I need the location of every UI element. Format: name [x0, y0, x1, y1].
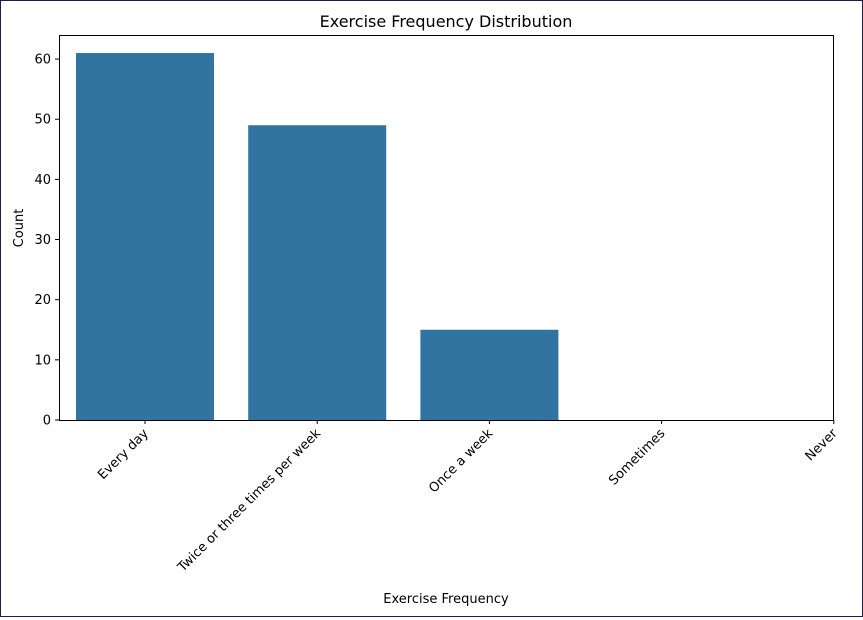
- y-tick-label-5: 50: [34, 113, 51, 128]
- y-tick-label-6: 60: [34, 53, 51, 68]
- bar-1: [248, 125, 387, 420]
- x-tick-label-0: Every day: [95, 426, 152, 483]
- plot-frame: [59, 35, 834, 421]
- y-tick-label-1: 10: [34, 353, 51, 368]
- y-tick-label-0: 0: [43, 414, 51, 429]
- x-tick-label-3: Sometimes: [606, 426, 668, 488]
- x-tick-label-2: Once a week: [426, 426, 496, 496]
- chart-title: Exercise Frequency Distribution: [320, 12, 573, 31]
- y-axis: 0 10 20 30 40 50 60: [34, 53, 59, 429]
- y-axis-label: Count: [12, 209, 27, 248]
- bar-2: [420, 329, 559, 420]
- x-tick-label-1: Twice or three times per week: [175, 426, 325, 576]
- y-tick-label-2: 20: [34, 293, 51, 308]
- x-tick-label-4: Never: [803, 426, 841, 464]
- bars: [76, 53, 559, 420]
- x-axis: Every day Twice or three times per week On…: [95, 420, 841, 576]
- y-tick-label-4: 40: [34, 173, 51, 188]
- y-tick-label-3: 30: [34, 233, 51, 248]
- bar-0: [76, 53, 214, 420]
- x-axis-label: Exercise Frequency: [383, 592, 509, 607]
